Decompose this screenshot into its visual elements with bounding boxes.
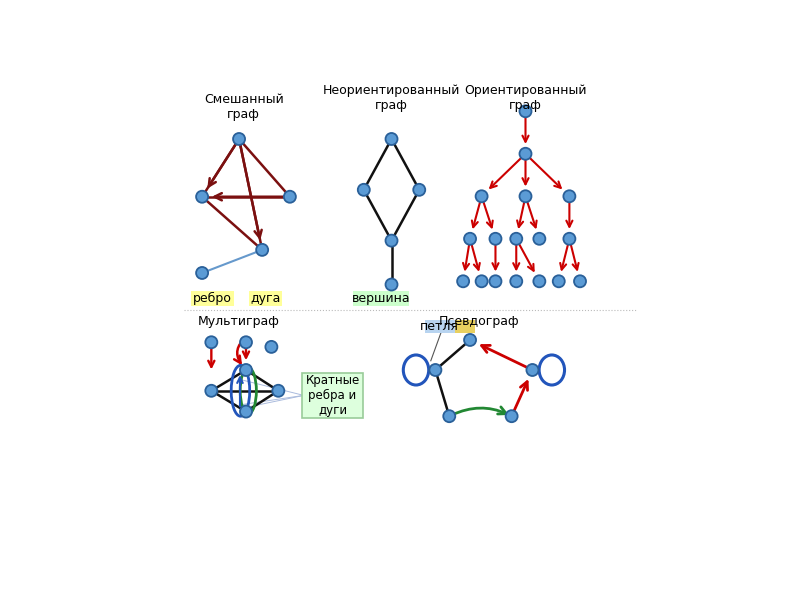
Circle shape (534, 233, 546, 245)
Circle shape (457, 275, 469, 287)
Circle shape (476, 275, 488, 287)
Circle shape (206, 385, 218, 397)
Circle shape (563, 233, 575, 245)
Circle shape (519, 105, 531, 117)
Text: Кратные
ребра и
дуги: Кратные ребра и дуги (306, 374, 360, 417)
FancyBboxPatch shape (302, 373, 363, 418)
Circle shape (553, 275, 565, 287)
Circle shape (534, 275, 546, 287)
Circle shape (490, 233, 502, 245)
Circle shape (464, 233, 476, 245)
Text: Смешанный
граф: Смешанный граф (204, 93, 283, 121)
Text: дуга: дуга (250, 292, 281, 305)
FancyBboxPatch shape (250, 291, 282, 306)
Text: вершина: вершина (352, 292, 410, 305)
Circle shape (414, 184, 426, 196)
Circle shape (506, 410, 518, 422)
Circle shape (526, 364, 538, 376)
Circle shape (443, 410, 455, 422)
Circle shape (206, 336, 218, 348)
Circle shape (519, 148, 531, 160)
Circle shape (196, 191, 208, 203)
Text: Ориентированный
граф: Ориентированный граф (464, 83, 586, 112)
Circle shape (284, 191, 296, 203)
Circle shape (358, 184, 370, 196)
Circle shape (233, 133, 245, 145)
Text: Неориентированный
граф: Неориентированный граф (323, 83, 460, 112)
Circle shape (430, 364, 442, 376)
FancyBboxPatch shape (455, 320, 474, 333)
FancyBboxPatch shape (191, 291, 234, 306)
Circle shape (386, 278, 398, 290)
Circle shape (196, 267, 208, 279)
Circle shape (510, 233, 522, 245)
Circle shape (240, 336, 252, 348)
Circle shape (490, 275, 502, 287)
Circle shape (272, 385, 284, 397)
Circle shape (476, 190, 488, 202)
Circle shape (266, 341, 278, 353)
Circle shape (386, 235, 398, 247)
Text: ребро: ребро (193, 292, 232, 305)
Text: Псевдограф: Псевдограф (439, 314, 520, 328)
Circle shape (240, 364, 252, 376)
FancyBboxPatch shape (426, 320, 457, 333)
Circle shape (563, 190, 575, 202)
Text: Мультиграф: Мультиграф (198, 314, 280, 328)
Circle shape (464, 334, 476, 346)
Circle shape (510, 275, 522, 287)
Circle shape (574, 275, 586, 287)
Circle shape (519, 190, 531, 202)
Text: петля: петля (420, 320, 459, 333)
Circle shape (256, 244, 268, 256)
Circle shape (386, 133, 398, 145)
Circle shape (240, 406, 252, 418)
FancyBboxPatch shape (353, 291, 409, 306)
